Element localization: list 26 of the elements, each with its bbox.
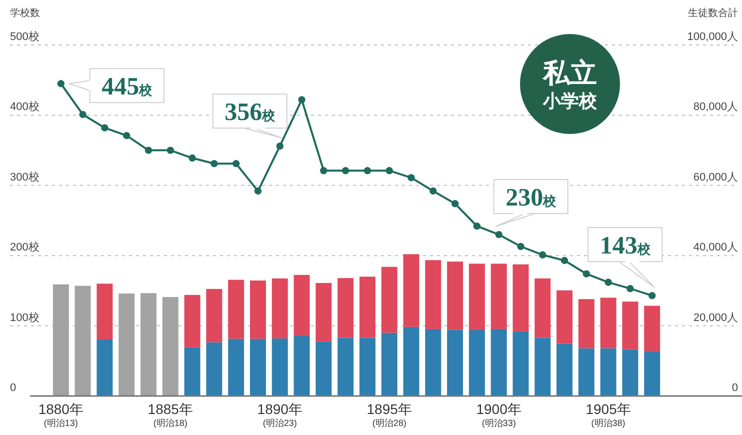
y-tick-label: 0 — [10, 382, 16, 394]
y-tick-label: 200校 — [10, 240, 40, 254]
annotation: 143校 — [600, 232, 652, 260]
y2-axis-title: 生徒数合計 — [688, 7, 738, 19]
y-axis-title: 学校数 — [10, 7, 40, 19]
annotation: 230校 — [506, 184, 558, 212]
x-tick-label: 1885年 (明治18) — [148, 401, 193, 428]
y2-tick-label: 40,000人 — [693, 242, 738, 254]
y2-tick-label: 60,000人 — [693, 171, 738, 184]
y-tick-label: 500校 — [10, 30, 40, 43]
y2-tick-label: 20,000人 — [693, 312, 738, 324]
x-tick-label: 1880年 (明治13) — [38, 401, 84, 428]
x-tick-label: 1900年 (明治33) — [476, 401, 522, 428]
text: 私立 — [542, 58, 597, 88]
y2-tick-label: 100,000人 — [687, 31, 738, 43]
text: 小学校 — [542, 91, 598, 111]
y2-tick-label: 0 — [732, 382, 738, 394]
x-tick-label: 1890年 (明治23) — [257, 401, 302, 428]
annotation: 356校 — [224, 99, 276, 126]
y-tick-label: 300校 — [10, 170, 40, 184]
x-tick-label: 1895年 (明治28) — [366, 401, 412, 428]
y-tick-label: 400校 — [10, 100, 40, 114]
annotation: 445校 — [102, 74, 154, 101]
y2-tick-label: 80,000人 — [693, 101, 738, 114]
x-tick-label: 1905年 (明治38) — [586, 401, 631, 428]
y-tick-label: 100校 — [10, 310, 40, 324]
